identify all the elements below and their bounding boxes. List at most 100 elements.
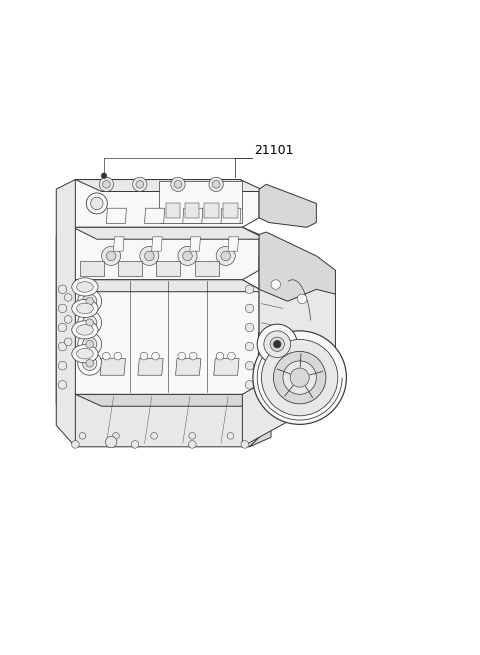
Circle shape: [274, 341, 281, 348]
Circle shape: [78, 290, 102, 313]
Polygon shape: [190, 237, 200, 251]
Polygon shape: [56, 280, 259, 404]
Circle shape: [262, 339, 338, 416]
Circle shape: [79, 432, 86, 439]
Ellipse shape: [72, 278, 98, 296]
Circle shape: [136, 181, 144, 188]
Circle shape: [86, 297, 94, 305]
Polygon shape: [156, 261, 180, 276]
Circle shape: [106, 436, 117, 448]
Circle shape: [101, 173, 107, 179]
Circle shape: [78, 351, 102, 375]
Circle shape: [99, 177, 114, 191]
Circle shape: [83, 294, 97, 309]
Circle shape: [131, 441, 139, 448]
Circle shape: [264, 331, 290, 358]
Circle shape: [64, 338, 72, 346]
Circle shape: [78, 332, 102, 356]
Ellipse shape: [76, 348, 93, 359]
Polygon shape: [242, 251, 336, 447]
Polygon shape: [228, 237, 239, 251]
Circle shape: [58, 285, 67, 293]
Polygon shape: [204, 204, 218, 217]
Circle shape: [72, 441, 79, 448]
Polygon shape: [159, 181, 242, 223]
Polygon shape: [114, 237, 124, 251]
Circle shape: [216, 246, 235, 265]
Polygon shape: [176, 358, 201, 375]
Circle shape: [245, 362, 254, 370]
Circle shape: [102, 246, 120, 265]
Circle shape: [297, 294, 307, 304]
Polygon shape: [223, 204, 238, 217]
Polygon shape: [259, 232, 336, 301]
Circle shape: [292, 397, 302, 406]
Circle shape: [178, 352, 186, 360]
Circle shape: [86, 319, 94, 327]
Polygon shape: [152, 237, 162, 251]
Circle shape: [290, 368, 309, 387]
Circle shape: [190, 352, 197, 360]
Circle shape: [227, 432, 234, 439]
Polygon shape: [56, 227, 259, 290]
Circle shape: [283, 361, 316, 394]
Circle shape: [270, 337, 284, 351]
Polygon shape: [183, 208, 203, 223]
Circle shape: [140, 246, 159, 265]
Circle shape: [152, 352, 159, 360]
Circle shape: [103, 352, 110, 360]
Polygon shape: [144, 208, 165, 223]
Circle shape: [58, 362, 67, 370]
Circle shape: [274, 351, 326, 404]
Circle shape: [228, 352, 235, 360]
Circle shape: [132, 177, 147, 191]
Polygon shape: [138, 358, 163, 375]
Polygon shape: [259, 184, 316, 227]
Ellipse shape: [72, 299, 98, 318]
Polygon shape: [214, 358, 239, 375]
Polygon shape: [185, 204, 199, 217]
Circle shape: [58, 381, 67, 389]
Circle shape: [189, 441, 196, 448]
Circle shape: [78, 310, 102, 335]
Circle shape: [174, 181, 182, 188]
Circle shape: [83, 337, 97, 351]
Circle shape: [245, 285, 254, 293]
Ellipse shape: [76, 303, 93, 314]
Circle shape: [113, 432, 119, 439]
Ellipse shape: [72, 321, 98, 339]
Circle shape: [245, 381, 254, 389]
Polygon shape: [100, 358, 125, 375]
Circle shape: [178, 246, 197, 265]
Polygon shape: [118, 261, 142, 276]
Circle shape: [58, 304, 67, 312]
Circle shape: [107, 251, 116, 261]
Circle shape: [64, 293, 72, 301]
Circle shape: [103, 181, 110, 188]
Polygon shape: [73, 227, 266, 239]
Circle shape: [209, 177, 223, 191]
Circle shape: [271, 280, 281, 290]
Ellipse shape: [76, 325, 93, 335]
Circle shape: [64, 316, 72, 323]
Polygon shape: [75, 179, 266, 191]
Ellipse shape: [72, 345, 98, 363]
Circle shape: [83, 316, 97, 330]
Polygon shape: [56, 179, 75, 447]
Circle shape: [257, 324, 297, 364]
Polygon shape: [63, 179, 259, 237]
Circle shape: [86, 193, 108, 214]
Circle shape: [58, 323, 67, 332]
Circle shape: [58, 343, 67, 351]
Circle shape: [253, 331, 347, 424]
Circle shape: [212, 181, 220, 188]
Circle shape: [245, 343, 254, 351]
Circle shape: [83, 356, 97, 371]
Circle shape: [91, 197, 103, 210]
Circle shape: [183, 251, 192, 261]
Polygon shape: [80, 261, 104, 276]
Circle shape: [271, 384, 281, 394]
Circle shape: [140, 352, 148, 360]
Polygon shape: [166, 204, 180, 217]
Polygon shape: [73, 280, 264, 291]
